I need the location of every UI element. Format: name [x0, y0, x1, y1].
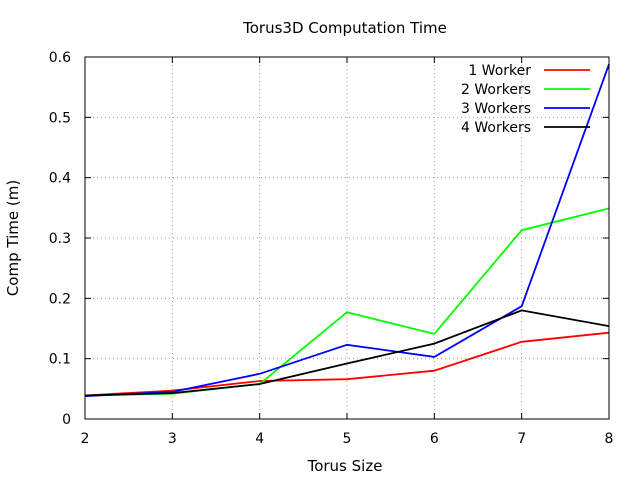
y-tick-label: 0.1 — [49, 352, 71, 368]
x-axis-label: Torus Size — [307, 457, 383, 475]
chart-title: Torus3D Computation Time — [242, 19, 447, 37]
series-line-3-workers — [84, 63, 610, 397]
x-tick-label: 7 — [517, 431, 526, 447]
y-tick-label: 0.3 — [49, 231, 71, 247]
y-tick-label: 0 — [62, 412, 71, 428]
y-axis-label: Comp Time (m) — [4, 180, 22, 296]
y-tick-label: 0.6 — [49, 50, 71, 66]
legend: 1 Worker 2 Workers 3 Workers 4 Workers — [461, 63, 590, 136]
legend-label: 4 Workers — [461, 120, 531, 136]
x-tick-label: 5 — [343, 431, 352, 447]
y-tick-label: 0.5 — [49, 110, 71, 126]
plot-frame — [84, 56, 610, 420]
x-tick-label: 2 — [81, 431, 90, 447]
x-tick-label: 8 — [605, 431, 614, 447]
x-tick-label: 6 — [430, 431, 439, 447]
series-lines — [84, 63, 610, 397]
y-tick-label: 0.4 — [49, 171, 71, 187]
y-tick-label: 0.2 — [49, 291, 71, 307]
legend-label: 1 Worker — [468, 63, 531, 79]
x-tick-label: 4 — [255, 431, 264, 447]
legend-label: 3 Workers — [461, 101, 531, 117]
series-line-4-workers — [84, 309, 610, 397]
legend-label: 2 Workers — [461, 82, 531, 98]
series-line-1-worker — [84, 331, 610, 397]
grid-lines — [85, 57, 609, 419]
x-tick-label: 3 — [168, 431, 177, 447]
